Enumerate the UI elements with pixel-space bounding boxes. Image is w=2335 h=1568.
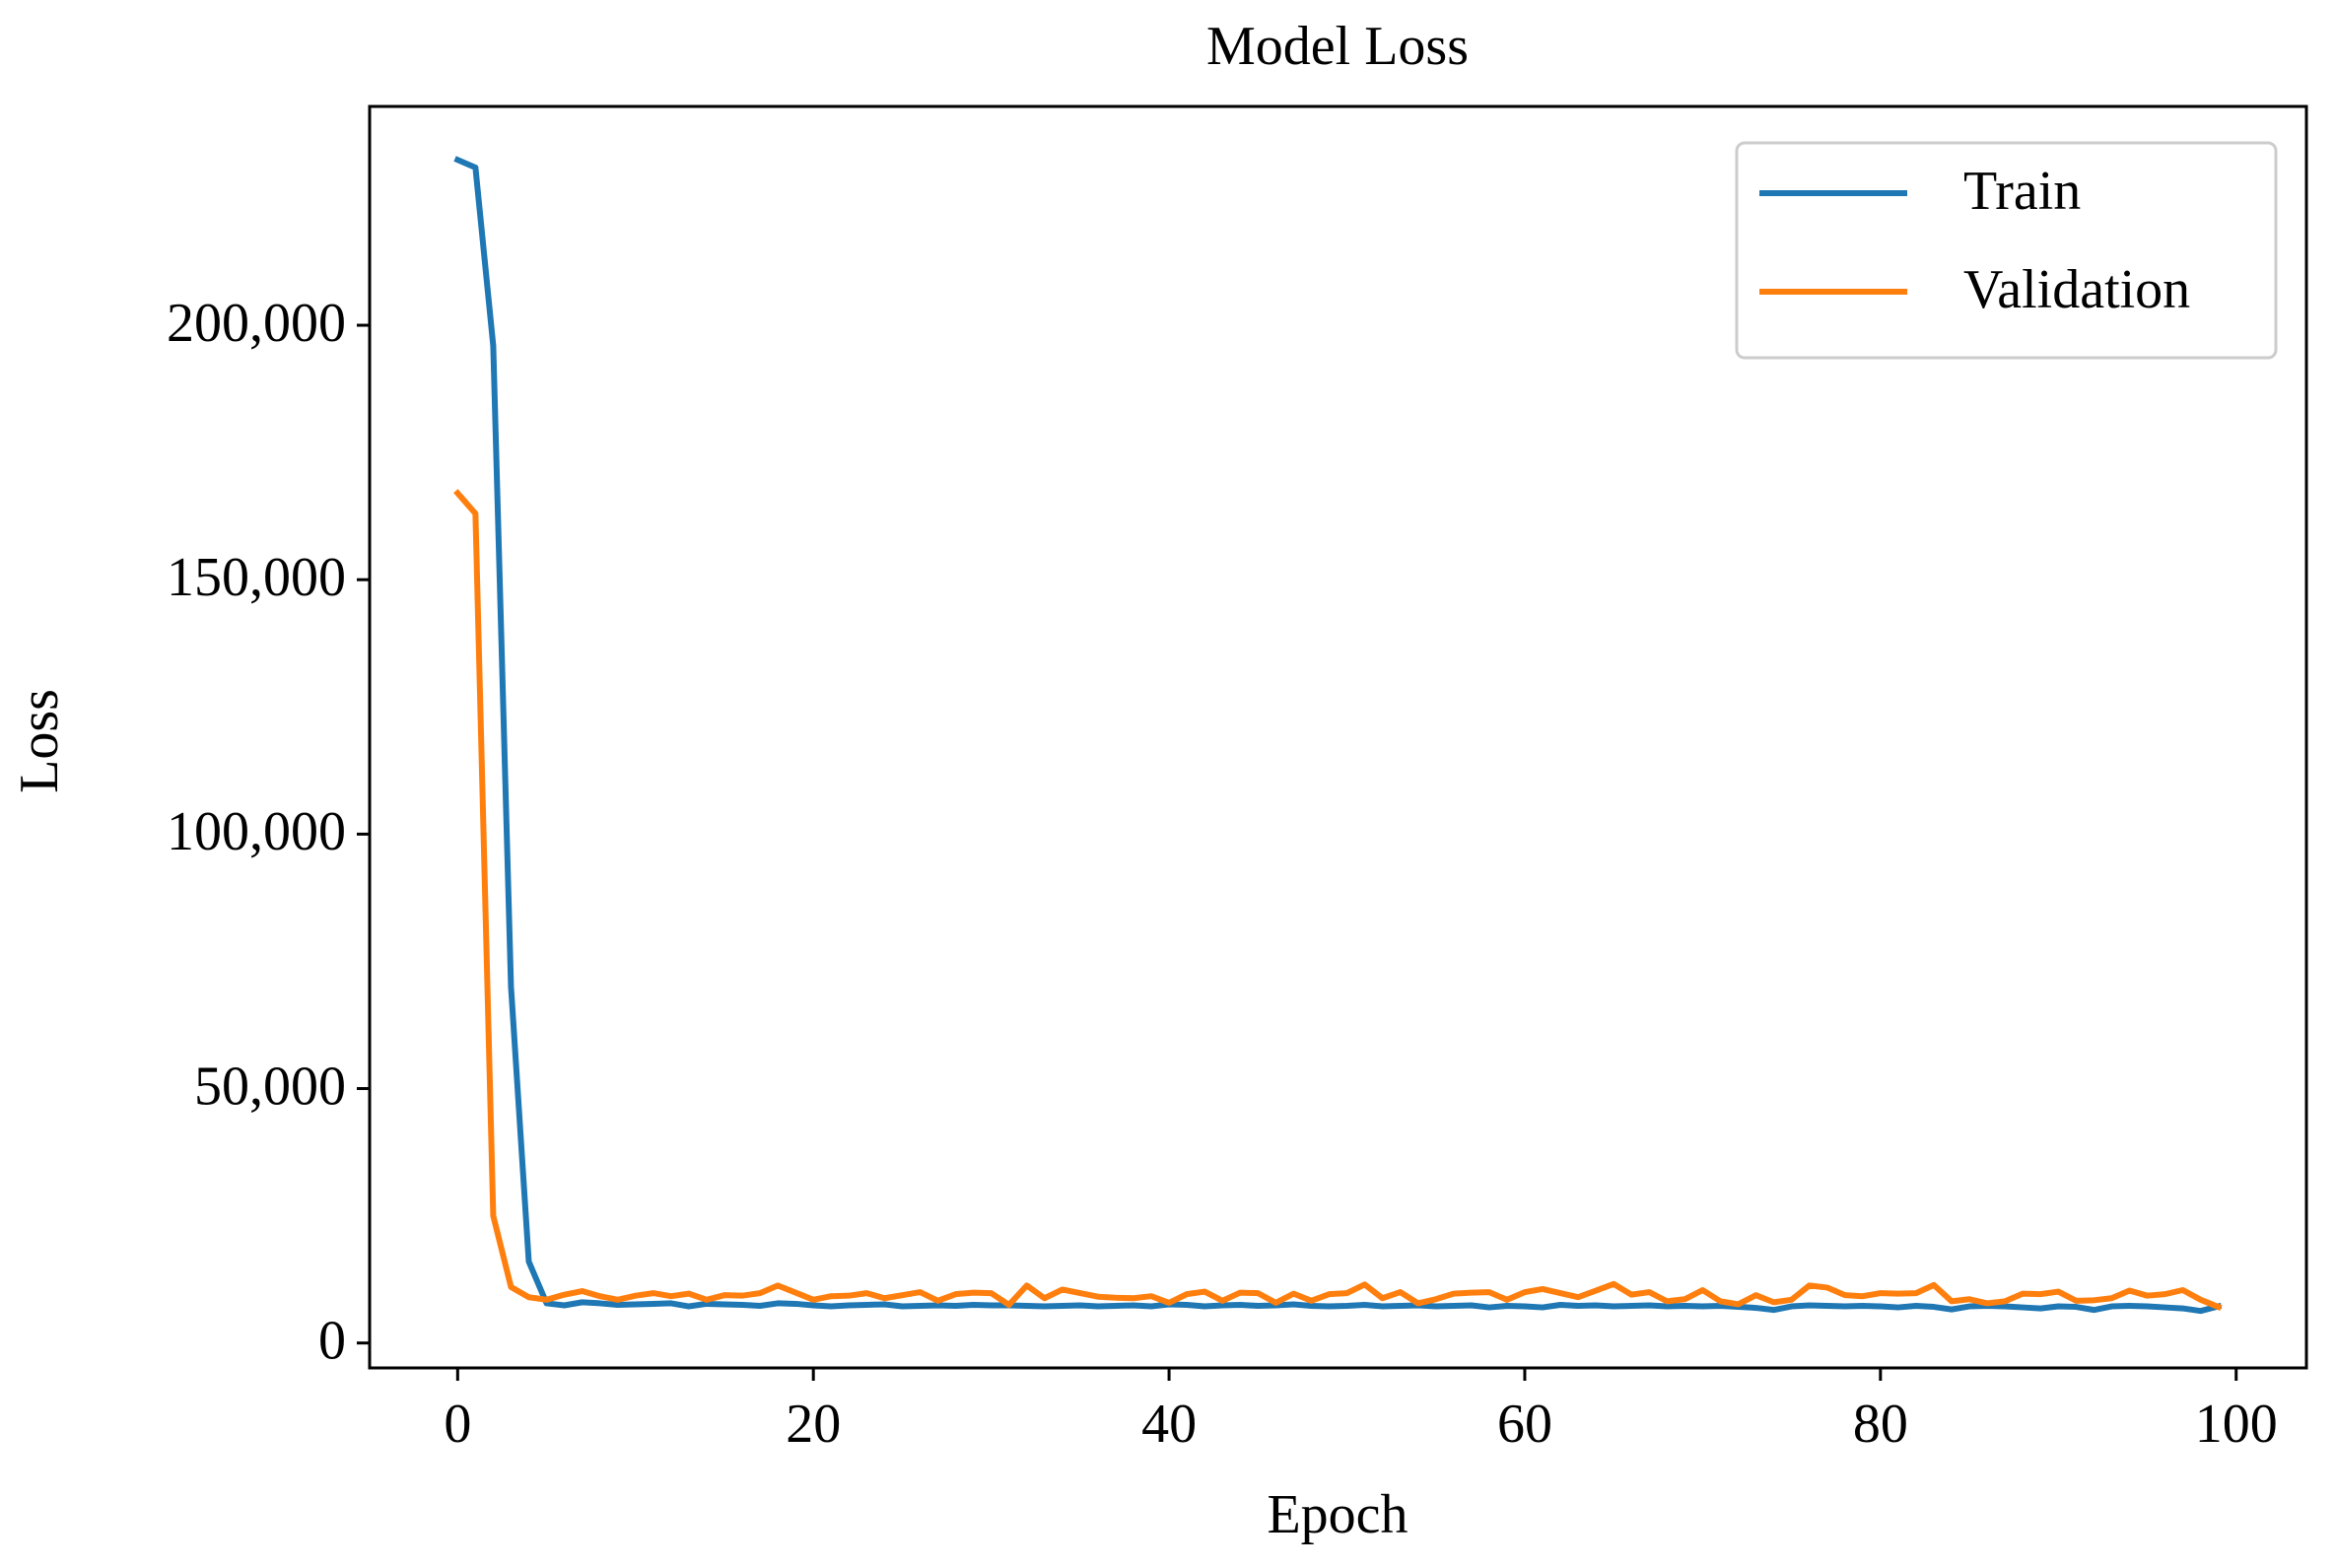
series-layer <box>453 156 2223 1315</box>
y-tick-label: 0 <box>318 1311 346 1372</box>
axes-layer: 0 20 40 60 80 100 0 50,000 100,000 150,000 200,000 <box>167 104 2308 1455</box>
legend: Train Validation <box>1735 141 2278 360</box>
x-axis-label: Epoch <box>1267 1484 1408 1545</box>
y-tick-label: 200,000 <box>167 293 346 354</box>
plot-frame <box>368 104 2308 1370</box>
series-line-train <box>453 156 2223 1315</box>
x-tick-label: 0 <box>444 1394 471 1455</box>
x-tick-label: 80 <box>1853 1394 1908 1455</box>
y-tick-label: 150,000 <box>167 547 346 608</box>
y-tick-label: 50,000 <box>194 1056 346 1117</box>
x-tick-label: 20 <box>786 1394 841 1455</box>
y-tick-label: 100,000 <box>167 801 346 862</box>
chart-title: Model Loss <box>1206 16 1469 77</box>
legend-label-train: Train <box>1963 161 2081 222</box>
x-tick-label: 100 <box>2195 1394 2278 1455</box>
y-axis-label: Loss <box>9 689 70 793</box>
legend-label-validation: Validation <box>1963 259 2190 320</box>
series-line-validation <box>453 489 2223 1311</box>
legend-frame <box>1735 141 2278 360</box>
x-tick-label: 60 <box>1497 1394 1552 1455</box>
x-tick-label: 40 <box>1141 1394 1197 1455</box>
